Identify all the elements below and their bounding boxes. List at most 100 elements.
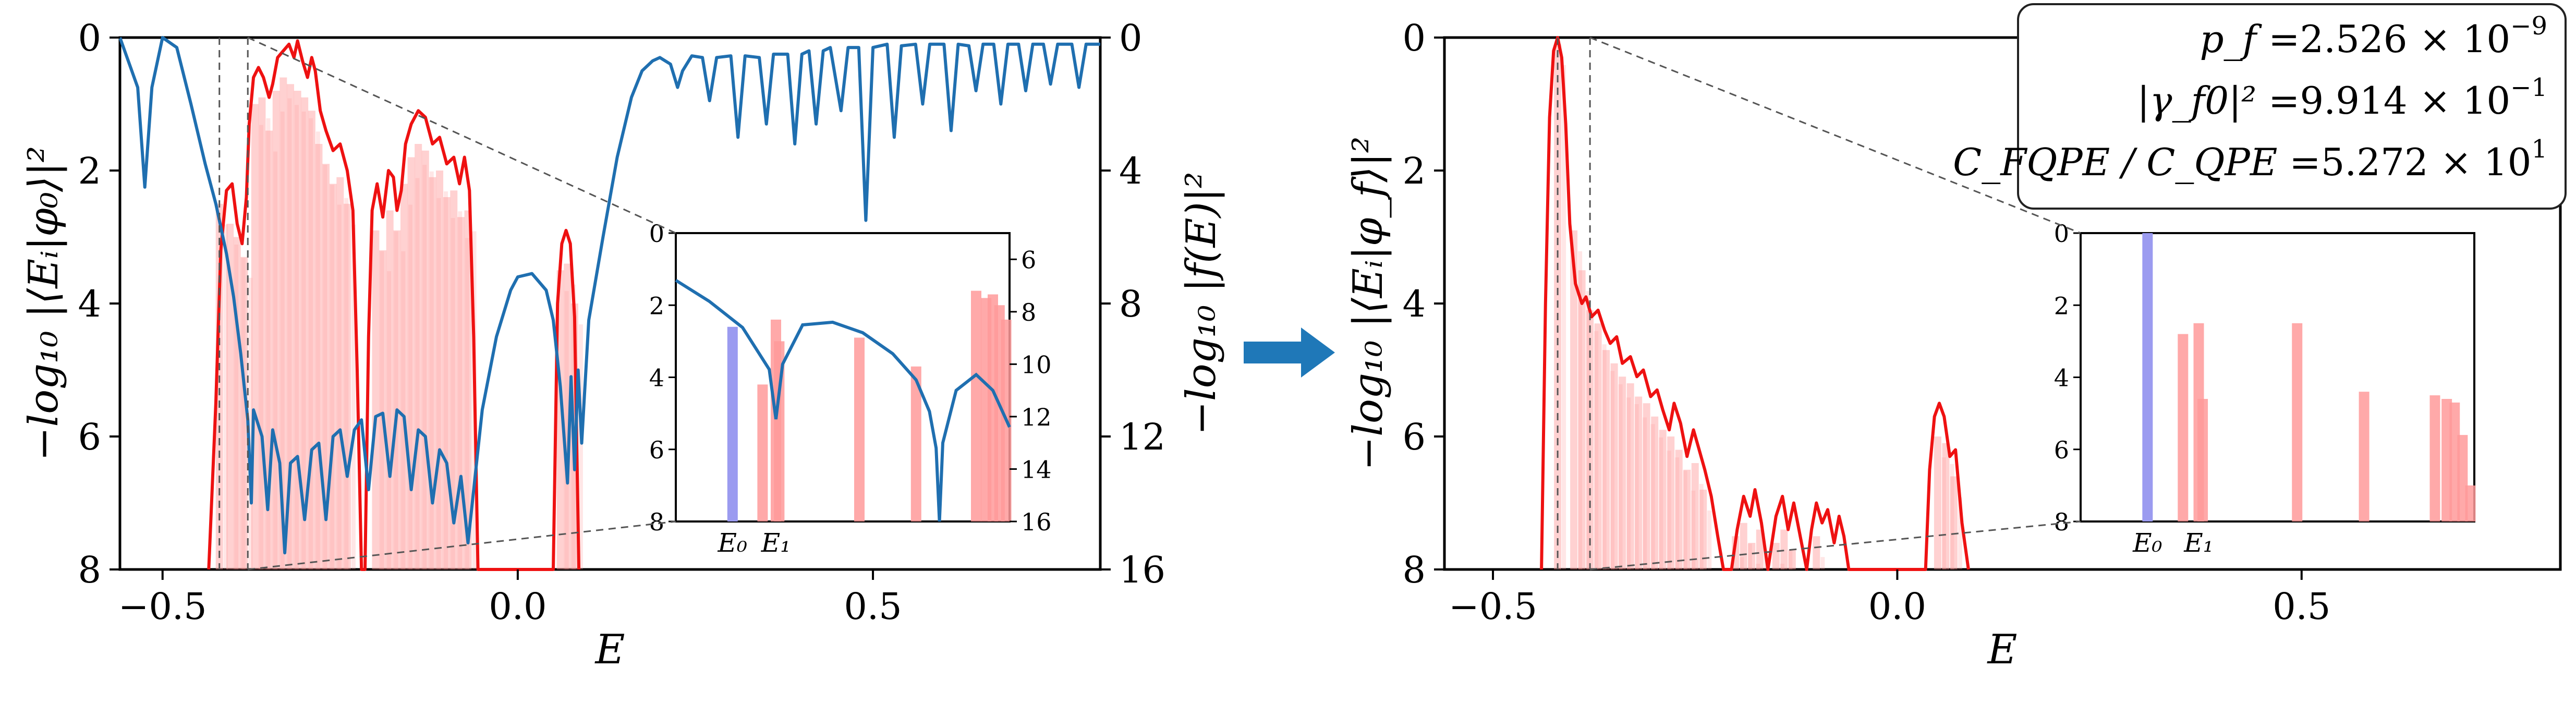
y2-tick-label: 4: [1119, 150, 1143, 192]
histogram-bar: [379, 250, 387, 569]
y2-tick-label: 0: [1119, 17, 1143, 59]
right-zoom-lines: [1589, 37, 2081, 571]
histogram-bar: [1683, 469, 1691, 569]
left-envelope: [207, 39, 581, 571]
histogram-bar: [241, 258, 246, 569]
y-tick-label: 2: [78, 150, 101, 192]
histogram-bar: [315, 131, 320, 569]
histogram-bar: [401, 251, 406, 569]
inset-y2-tick-label: 6: [1021, 246, 1036, 274]
y2-tick-label: 16: [1119, 549, 1165, 591]
histogram-bar: [415, 144, 422, 569]
y-tick-label: 4: [1402, 283, 1426, 325]
left-x-label: E: [594, 626, 625, 673]
histogram-bar: [1691, 463, 1699, 569]
histogram-bar: [400, 184, 408, 569]
inset-y-tick-label: 8: [2054, 508, 2069, 536]
x-tick-label: 0.0: [1868, 585, 1926, 628]
histogram-bar: [1578, 251, 1583, 569]
left-zoom-lines: [247, 37, 676, 571]
histogram-bar: [240, 257, 248, 569]
histogram-bar: [1748, 543, 1756, 569]
info-lhs: |γ_f0|² =: [2137, 79, 2300, 123]
inset-y-tick-label: 0: [649, 220, 664, 248]
info-lhs: C_FQPE / C_QPE =: [1953, 140, 2320, 184]
right-marker-lines: [1557, 38, 1591, 569]
inset-bar: [757, 384, 768, 521]
histogram-bar: [1634, 404, 1639, 569]
histogram-bar: [294, 105, 299, 569]
inset-y-tick-label: 6: [649, 436, 664, 464]
y-tick-label: 6: [1402, 416, 1426, 458]
histogram-bar: [343, 203, 351, 569]
histogram-bar: [1683, 470, 1687, 569]
histogram-bar: [1602, 350, 1610, 569]
histogram-bar: [415, 178, 420, 569]
zoom-line-top: [247, 37, 676, 234]
inset-x-label-e1: E₁: [2183, 528, 2214, 558]
histogram-bar: [1772, 543, 1780, 569]
inset-bar: [971, 290, 981, 521]
histogram-bar: [1942, 443, 1950, 569]
inset-ground-state-bar: [727, 326, 738, 521]
histogram-bar: [1788, 550, 1793, 569]
histogram-bar: [1610, 371, 1615, 569]
arrow-head: [1301, 327, 1335, 378]
histogram-bar: [372, 230, 380, 569]
histogram-bar: [451, 218, 455, 569]
left-inset-content: 6 8 10 12 14 16 0 2 4 6 8 E₀ E₁: [649, 220, 1052, 558]
histogram-bar: [1586, 291, 1590, 569]
right-x-label: E: [1987, 626, 2018, 673]
inset-y2-tick-label: 14: [1021, 455, 1052, 483]
y-tick-label: 0: [1402, 17, 1426, 59]
inset-bar: [2441, 398, 2452, 521]
histogram-bar: [429, 177, 436, 569]
histogram-bar: [564, 291, 569, 569]
inset-bar: [2429, 395, 2440, 521]
histogram-bar: [436, 171, 444, 569]
histogram-bar: [408, 204, 412, 569]
histogram-bar: [1667, 436, 1675, 569]
y-tick-label: 2: [1402, 150, 1426, 192]
left-filter-curve: [118, 36, 1100, 555]
x-tick-label: 0.5: [844, 585, 902, 628]
histogram-bar: [429, 171, 434, 569]
left-ticks: −0.5 0.0 0.5 0 2 4 6 8 0 4 8 12 16: [78, 17, 1165, 628]
histogram-bar: [226, 224, 234, 569]
histogram-bar: [323, 165, 327, 569]
right-inset-frame: [2080, 232, 2475, 523]
histogram-bar: [336, 177, 344, 569]
inset-bar: [774, 341, 785, 521]
histogram-bar: [1740, 557, 1744, 569]
histogram-bar: [286, 84, 294, 569]
histogram-bar: [1675, 457, 1680, 569]
histogram-bar: [1699, 484, 1704, 569]
histogram-bar: [1788, 549, 1796, 569]
inset-y-tick-label: 8: [649, 508, 664, 536]
histogram-bar: [248, 277, 253, 569]
inset-filter-curve: [675, 278, 1011, 522]
histogram-bar: [1643, 403, 1650, 569]
histogram-bar: [386, 210, 394, 569]
histogram-bar: [1699, 490, 1707, 569]
info-line-0: p_f =2.526 × 10−9: [2200, 11, 2547, 61]
inset-y-tick-label: 4: [2054, 364, 2069, 392]
histogram-bar: [337, 204, 342, 569]
histogram-bar: [301, 97, 309, 569]
zoom-line-bottom: [248, 520, 676, 571]
histogram-bar: [344, 198, 349, 569]
envelope-line: [1540, 36, 1970, 571]
histogram-bar: [1675, 450, 1683, 569]
histogram-bar: [1950, 464, 1954, 569]
y-tick-label: 0: [78, 17, 101, 59]
histogram-bar: [223, 224, 228, 569]
histogram-bar: [1667, 451, 1671, 569]
inset-bar: [2178, 334, 2189, 521]
histogram-bar: [1941, 457, 1946, 569]
histogram-bar: [422, 165, 427, 569]
histogram-bar: [436, 198, 441, 569]
right-bars: [1554, 44, 1962, 569]
histogram-bar: [1602, 344, 1607, 569]
histogram-bar: [465, 238, 469, 569]
histogram-bar: [1707, 511, 1712, 569]
